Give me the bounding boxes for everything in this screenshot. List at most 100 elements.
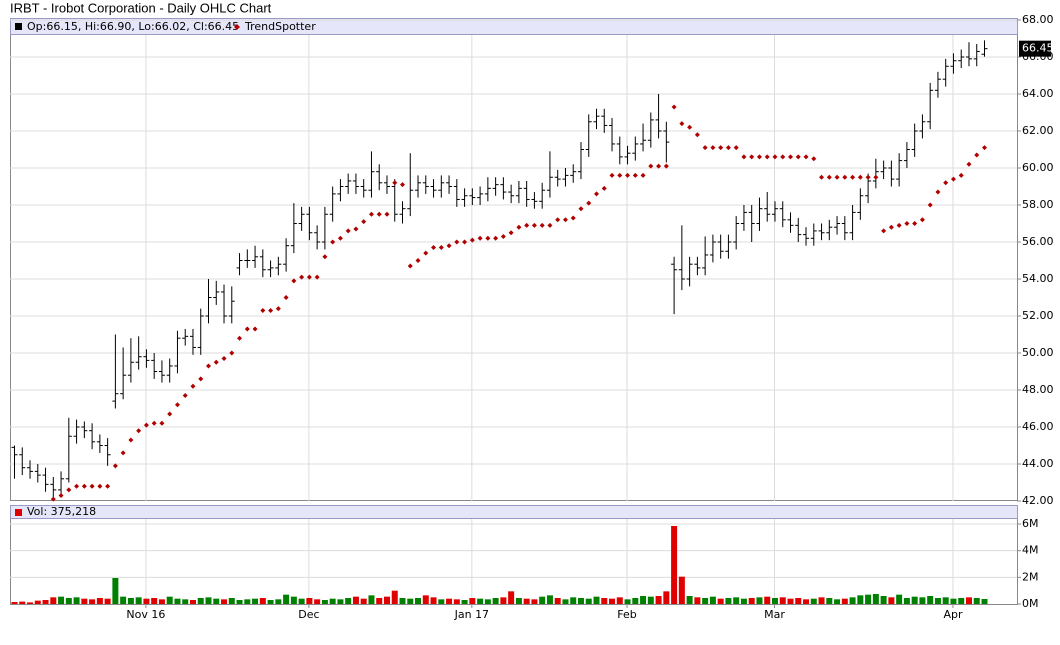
legend-marker: [234, 24, 240, 30]
volume-bar: [803, 599, 810, 604]
volume-bar: [65, 598, 72, 604]
volume-bar: [368, 595, 375, 604]
trendspotter-dot: [392, 180, 398, 186]
y-tick-label: 46.00: [1022, 420, 1054, 433]
volume-bar: [275, 599, 282, 604]
trendspotter-dot: [516, 224, 522, 230]
volume-bar: [345, 598, 352, 604]
trendspotter-dot: [943, 180, 949, 186]
trendspotter-dot: [857, 174, 863, 180]
trendspotter-dot: [415, 258, 421, 263]
volume-bar: [259, 598, 266, 604]
volume-bar: [562, 599, 569, 604]
trendspotter-dot: [710, 145, 716, 151]
trendspotter-dot: [252, 326, 258, 332]
volume-bar: [112, 578, 119, 604]
volume-bar: [461, 600, 468, 604]
volume-bar: [911, 596, 918, 604]
volume-bar: [438, 599, 445, 604]
trendspotter-dot: [283, 295, 289, 300]
volume-bar: [135, 597, 142, 604]
trendspotter-dot: [656, 163, 662, 169]
volume-bar: [779, 597, 786, 604]
trendspotter-dot: [601, 185, 607, 191]
volume-bar: [290, 596, 297, 604]
trendspotter-dot: [182, 393, 188, 399]
volume-bar: [267, 600, 274, 604]
trendspotter-dot: [143, 422, 149, 428]
trendspotter-dot: [105, 483, 111, 489]
trendspotter-dot: [213, 359, 219, 365]
trendspotter-dot: [74, 483, 80, 489]
volume-bar: [244, 599, 251, 604]
volume-bar: [810, 598, 817, 604]
y-tick-label: 58.00: [1022, 198, 1054, 211]
volume-bar: [570, 597, 577, 604]
trendspotter-dot: [508, 230, 514, 236]
trendspotter-dot: [81, 483, 87, 489]
volume-bar: [484, 599, 491, 604]
trendspotter-dot: [128, 437, 134, 443]
volume-bar: [283, 594, 290, 604]
y-tick-label: 6M: [1022, 517, 1039, 530]
trendspotter-dot: [555, 217, 561, 223]
volume-bar: [492, 598, 499, 604]
volume-bar: [329, 598, 336, 604]
trendspotter-dot: [190, 383, 196, 389]
trendspotter-dot: [66, 487, 72, 493]
volume-bar: [96, 598, 103, 604]
volume-bar: [158, 599, 165, 604]
volume-bar: [841, 598, 848, 604]
trendspotter-dot: [912, 221, 918, 226]
volume-bar: [189, 600, 196, 604]
volume-bar: [383, 596, 390, 604]
y-tick-label: 4M: [1022, 544, 1039, 557]
volume-bar: [585, 598, 592, 604]
volume-bar: [942, 597, 949, 604]
trendspotter-dot: [935, 189, 941, 195]
volume-bar: [593, 596, 600, 604]
volume-bar: [678, 576, 685, 604]
volume-bar: [748, 598, 755, 604]
trendspotter-dot: [469, 237, 475, 243]
volume-bar: [927, 596, 934, 604]
volume-bar: [764, 596, 771, 604]
volume-bar: [671, 526, 678, 604]
trendspotter-dot: [493, 235, 499, 241]
volume-bar: [702, 598, 709, 604]
trendspotter-dot: [299, 274, 305, 280]
volume-bar: [27, 602, 34, 604]
ohlc-legend-swatch: [15, 23, 22, 30]
volume-bar: [709, 596, 716, 604]
volume-bar: [849, 597, 856, 604]
trendspotter-dot: [919, 217, 925, 223]
trendspotter-dot: [50, 496, 56, 502]
volume-bar: [407, 598, 414, 604]
volume-bar: [430, 597, 437, 604]
trendspotter-dot: [687, 124, 693, 130]
trendspotter-dot: [865, 174, 871, 180]
trendspotter-dot: [780, 154, 786, 160]
y-tick-label: 52.00: [1022, 309, 1054, 322]
volume-bar: [197, 598, 204, 604]
trendspotter-dot: [337, 235, 343, 241]
trendspotter-dot: [842, 174, 848, 180]
trendspotter-dot: [454, 239, 460, 245]
volume-bar: [554, 598, 561, 604]
y-tick-label: 54.00: [1022, 272, 1054, 285]
y-tick-label: 64.00: [1022, 87, 1054, 100]
trendspotter-dot: [594, 191, 599, 197]
trendspotter-dot: [702, 145, 708, 151]
volume-bar: [213, 598, 220, 604]
volume-bar: [934, 598, 941, 604]
trendspotter-dot: [275, 306, 281, 312]
volume-bar: [469, 598, 476, 604]
trendspotter-dot: [811, 156, 817, 162]
volume-bar: [205, 597, 212, 604]
volume-bar: [694, 597, 701, 604]
volume-bar: [958, 598, 965, 604]
volume-bar: [826, 598, 833, 604]
volume-bar: [228, 598, 235, 604]
trendspotter-dot: [570, 215, 576, 221]
volume-bar: [965, 597, 972, 604]
